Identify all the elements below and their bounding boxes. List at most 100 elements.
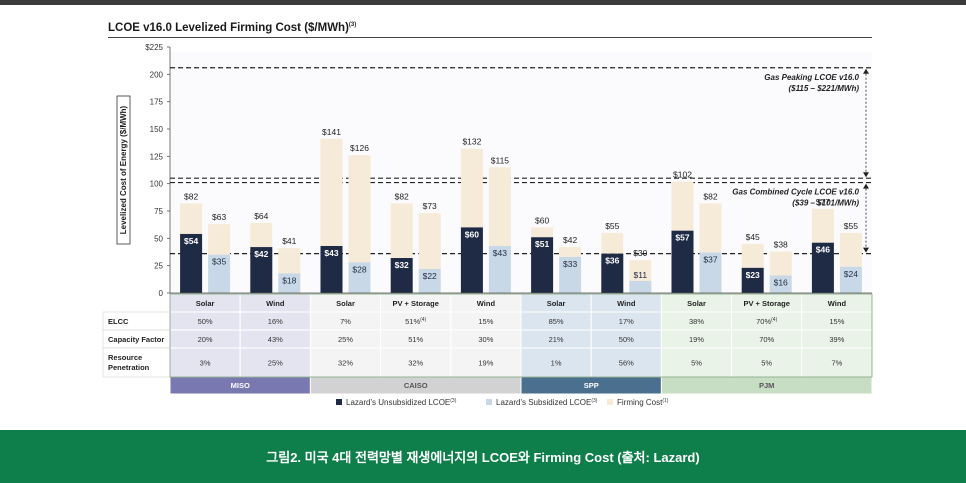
unsubsidized-lcoe-bar bbox=[390, 258, 413, 293]
table-category-label: Solar bbox=[547, 299, 566, 308]
firming-cost-bar bbox=[488, 167, 511, 246]
table-cell-value: 15% bbox=[829, 317, 844, 326]
table-cell-value: 16% bbox=[268, 317, 283, 326]
bar-base-label: $24 bbox=[844, 269, 858, 279]
table-row-label: Penetration bbox=[108, 363, 150, 372]
table-cell bbox=[450, 347, 522, 378]
y-tick-label: 100 bbox=[150, 180, 164, 189]
firming-cost-bar bbox=[741, 243, 764, 268]
table-cell-value: 70%(4) bbox=[756, 317, 777, 326]
table-cell-value: 21% bbox=[549, 335, 564, 344]
subsidized-lcoe-bar bbox=[348, 262, 371, 293]
firming-cost-bar bbox=[601, 232, 624, 254]
firming-cost-bar bbox=[278, 248, 301, 274]
table-cell-value: 43% bbox=[268, 335, 283, 344]
bar-total-label: $55 bbox=[605, 221, 619, 231]
group-plot-bg bbox=[310, 52, 521, 293]
firming-cost-bar bbox=[839, 232, 862, 267]
bar-total-label: $82 bbox=[184, 191, 198, 201]
table-cell bbox=[590, 347, 662, 378]
table-category-label: PV + Storage bbox=[392, 299, 438, 308]
table-cell-value: 32% bbox=[408, 359, 423, 368]
chart-title: LCOE v16.0 Levelized Firming Cost ($/MWh… bbox=[108, 22, 357, 34]
bar-base-label: $18 bbox=[282, 275, 296, 285]
table-cell-value: 50% bbox=[198, 317, 213, 326]
bar-base-label: $22 bbox=[423, 271, 437, 281]
y-tick-label: $225 bbox=[145, 43, 163, 52]
table-cell-value: 50% bbox=[619, 335, 634, 344]
subsidized-lcoe-bar bbox=[559, 256, 582, 293]
table-cell bbox=[380, 347, 452, 378]
reference-band-range: ($39 – $101/MWh) bbox=[792, 199, 859, 208]
bar-total-label: $63 bbox=[212, 212, 226, 222]
table-cell-value: 19% bbox=[478, 359, 493, 368]
legend-swatch bbox=[336, 399, 342, 405]
figure-caption: 그림2. 미국 4대 전력망별 재생에너지의 LCOE와 Firming Cos… bbox=[266, 450, 700, 465]
bar-base-label: $37 bbox=[703, 255, 717, 265]
subsidized-lcoe-bar bbox=[418, 268, 441, 293]
table-row-label: Resource bbox=[108, 353, 142, 362]
bar-total-label: $55 bbox=[844, 221, 858, 231]
bar-base-label: $32 bbox=[395, 260, 409, 270]
table-category-label: Solar bbox=[196, 299, 215, 308]
subsidized-lcoe-bar bbox=[629, 280, 652, 293]
table-category-label: Wind bbox=[828, 299, 847, 308]
y-axis-label-box bbox=[116, 95, 131, 245]
bar-total-label: $102 bbox=[673, 169, 692, 179]
bar-base-label: $33 bbox=[563, 259, 577, 269]
table-cell-value: 7% bbox=[831, 359, 842, 368]
y-tick-label: 175 bbox=[150, 98, 164, 107]
table-group-label: SPP bbox=[584, 381, 599, 390]
subsidized-lcoe-bar bbox=[278, 273, 301, 293]
firming-cost-bar bbox=[250, 223, 273, 248]
bar-total-label: $126 bbox=[350, 143, 369, 153]
bar-base-label: $42 bbox=[254, 249, 268, 259]
subsidized-lcoe-bar bbox=[769, 275, 792, 293]
table-group-label: CAISO bbox=[404, 381, 428, 390]
bar-base-label: $51 bbox=[535, 239, 549, 249]
bar-base-label: $43 bbox=[324, 248, 338, 258]
table-cell bbox=[731, 347, 803, 378]
y-axis-label: Levelized Cost of Energy ($/MWh) bbox=[119, 105, 128, 234]
table-category-label: Wind bbox=[477, 299, 496, 308]
table-cell-value: 32% bbox=[338, 359, 353, 368]
firming-cost-bar bbox=[320, 138, 343, 246]
subsidized-lcoe-bar bbox=[208, 254, 231, 293]
legend-swatch bbox=[607, 399, 613, 405]
y-tick-label: 150 bbox=[150, 125, 164, 134]
unsubsidized-lcoe-bar bbox=[180, 233, 203, 293]
firming-cost-bar bbox=[811, 208, 834, 243]
table-cell-value: 15% bbox=[478, 317, 493, 326]
y-tick-label: 75 bbox=[154, 207, 163, 216]
reference-band-range: ($115 – $221/MWh) bbox=[788, 84, 859, 93]
firming-cost-bar bbox=[348, 155, 371, 263]
firming-cost-bar bbox=[208, 224, 231, 255]
bar-base-label: $35 bbox=[212, 257, 226, 267]
bar-total-label: $132 bbox=[462, 137, 481, 147]
table-cell-value: 30% bbox=[478, 335, 493, 344]
table-cell-value: 51%(4) bbox=[405, 317, 426, 326]
bar-total-label: $77 bbox=[816, 197, 830, 207]
table-cell-value: 25% bbox=[338, 335, 353, 344]
bar-total-label: $115 bbox=[491, 155, 510, 165]
table-category-label: PV + Storage bbox=[743, 299, 789, 308]
y-tick-label: 125 bbox=[150, 152, 164, 161]
bar-total-label: $73 bbox=[423, 201, 437, 211]
table-group-label: MISO bbox=[231, 381, 250, 390]
bar-total-label: $42 bbox=[563, 235, 577, 245]
bar-base-label: $54 bbox=[184, 236, 198, 246]
firming-cost-bar bbox=[180, 203, 203, 234]
reference-band-name: Gas Peaking LCOE v16.0 bbox=[764, 73, 859, 82]
bar-total-label: $82 bbox=[703, 191, 717, 201]
bar-total-label: $64 bbox=[254, 211, 268, 221]
table-cell-value: 17% bbox=[619, 317, 634, 326]
table-row-label: Capacity Factor bbox=[108, 335, 164, 344]
legend-label: Firming Cost(1) bbox=[617, 398, 669, 407]
bar-base-label: $23 bbox=[746, 270, 760, 280]
bar-total-label: $82 bbox=[395, 191, 409, 201]
bar-total-label: $38 bbox=[774, 239, 788, 249]
group-plot-bg bbox=[661, 52, 872, 293]
table-row-label-cell bbox=[102, 347, 171, 378]
unsubsidized-lcoe-bar bbox=[741, 267, 764, 293]
y-tick-label: 25 bbox=[154, 262, 163, 271]
